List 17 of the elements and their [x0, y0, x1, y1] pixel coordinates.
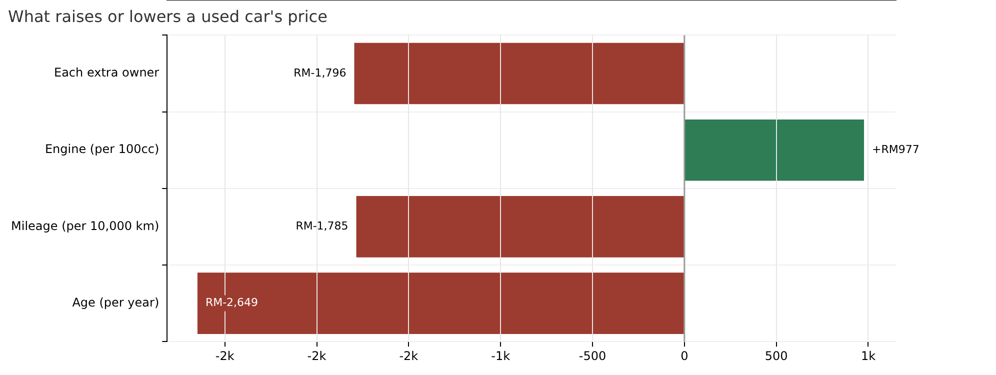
data-label: RM-1,796: [294, 66, 346, 80]
x-tick-label: -2k: [399, 348, 418, 363]
y-tick-label: Age (per year): [72, 295, 160, 310]
x-tick-label: -1k: [491, 348, 510, 363]
data-label: +RM977: [872, 142, 920, 156]
y-tick-label: Each extra owner: [54, 66, 160, 80]
y-tick-label: Engine (per 100cc): [44, 142, 160, 156]
chart-title: What raises or lowers a used car's price: [8, 6, 328, 26]
x-tick-label: 500: [764, 348, 788, 363]
x-tick-label: 0: [680, 348, 688, 363]
x-tick-label: -2k: [215, 348, 234, 363]
x-tick-label: -500: [578, 348, 606, 363]
y-tick-label: Mileage (per 10,000 km): [11, 218, 160, 233]
data-label: RM-1,785: [296, 220, 348, 233]
x-tick-label: 1k: [860, 348, 876, 363]
data-label: RM-2,649: [205, 296, 258, 310]
x-tick-label: -2k: [307, 348, 326, 363]
